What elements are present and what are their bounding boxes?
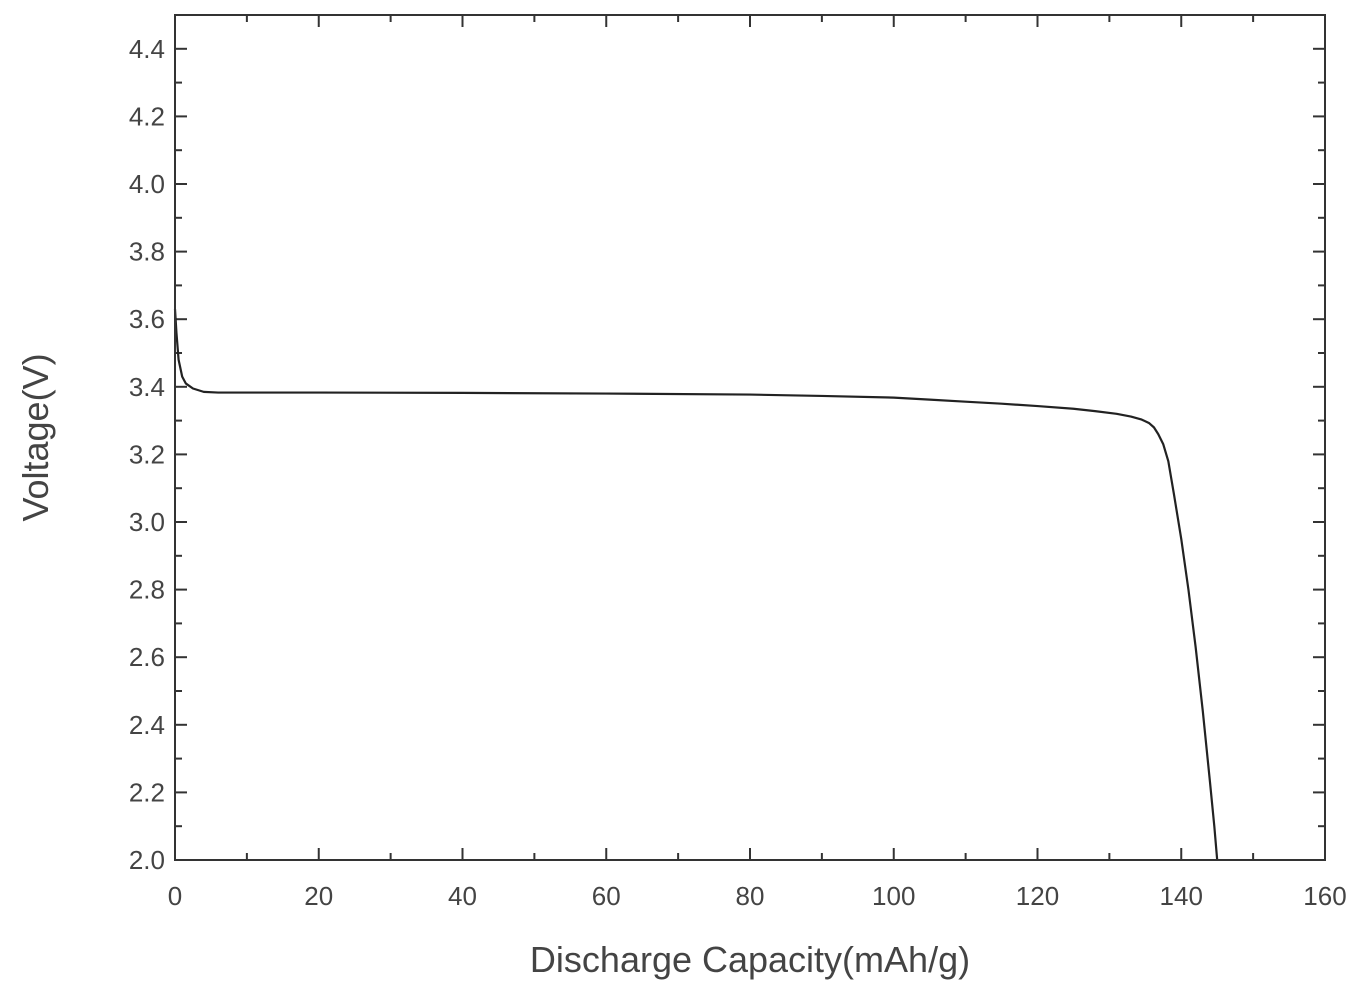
y-tick-label: 3.4 — [129, 372, 165, 402]
y-tick-label: 2.4 — [129, 710, 165, 740]
x-tick-label: 100 — [872, 881, 915, 911]
plot-frame — [175, 15, 1325, 860]
x-axis-title: Discharge Capacity(mAh/g) — [530, 939, 970, 980]
x-tick-label: 40 — [448, 881, 477, 911]
x-tick-label: 20 — [304, 881, 333, 911]
y-tick-label: 4.4 — [129, 34, 165, 64]
y-tick-label: 2.8 — [129, 575, 165, 605]
y-tick-label: 2.0 — [129, 845, 165, 875]
x-tick-label: 80 — [736, 881, 765, 911]
tick-labels-layer: 0 20 40 60 80 100 120 140 160 2.0 2.2 2.4 2.6 2.8 3.0 3… — [129, 34, 1347, 911]
y-tick-label: 3.6 — [129, 304, 165, 334]
y-tick-label: 2.6 — [129, 642, 165, 672]
series-line — [175, 309, 1217, 860]
y-tick-label: 4.2 — [129, 101, 165, 131]
x-tick-label: 140 — [1160, 881, 1203, 911]
ticks-layer — [175, 15, 1325, 860]
x-tick-label: 120 — [1016, 881, 1059, 911]
y-tick-label: 3.0 — [129, 507, 165, 537]
y-tick-label: 3.8 — [129, 237, 165, 267]
y-tick-label: 4.0 — [129, 169, 165, 199]
y-tick-label: 3.2 — [129, 439, 165, 469]
x-tick-label: 160 — [1303, 881, 1346, 911]
x-tick-label: 60 — [592, 881, 621, 911]
x-tick-label: 0 — [168, 881, 182, 911]
y-axis-title: Voltage(V) — [15, 353, 56, 521]
y-tick-label: 2.2 — [129, 777, 165, 807]
